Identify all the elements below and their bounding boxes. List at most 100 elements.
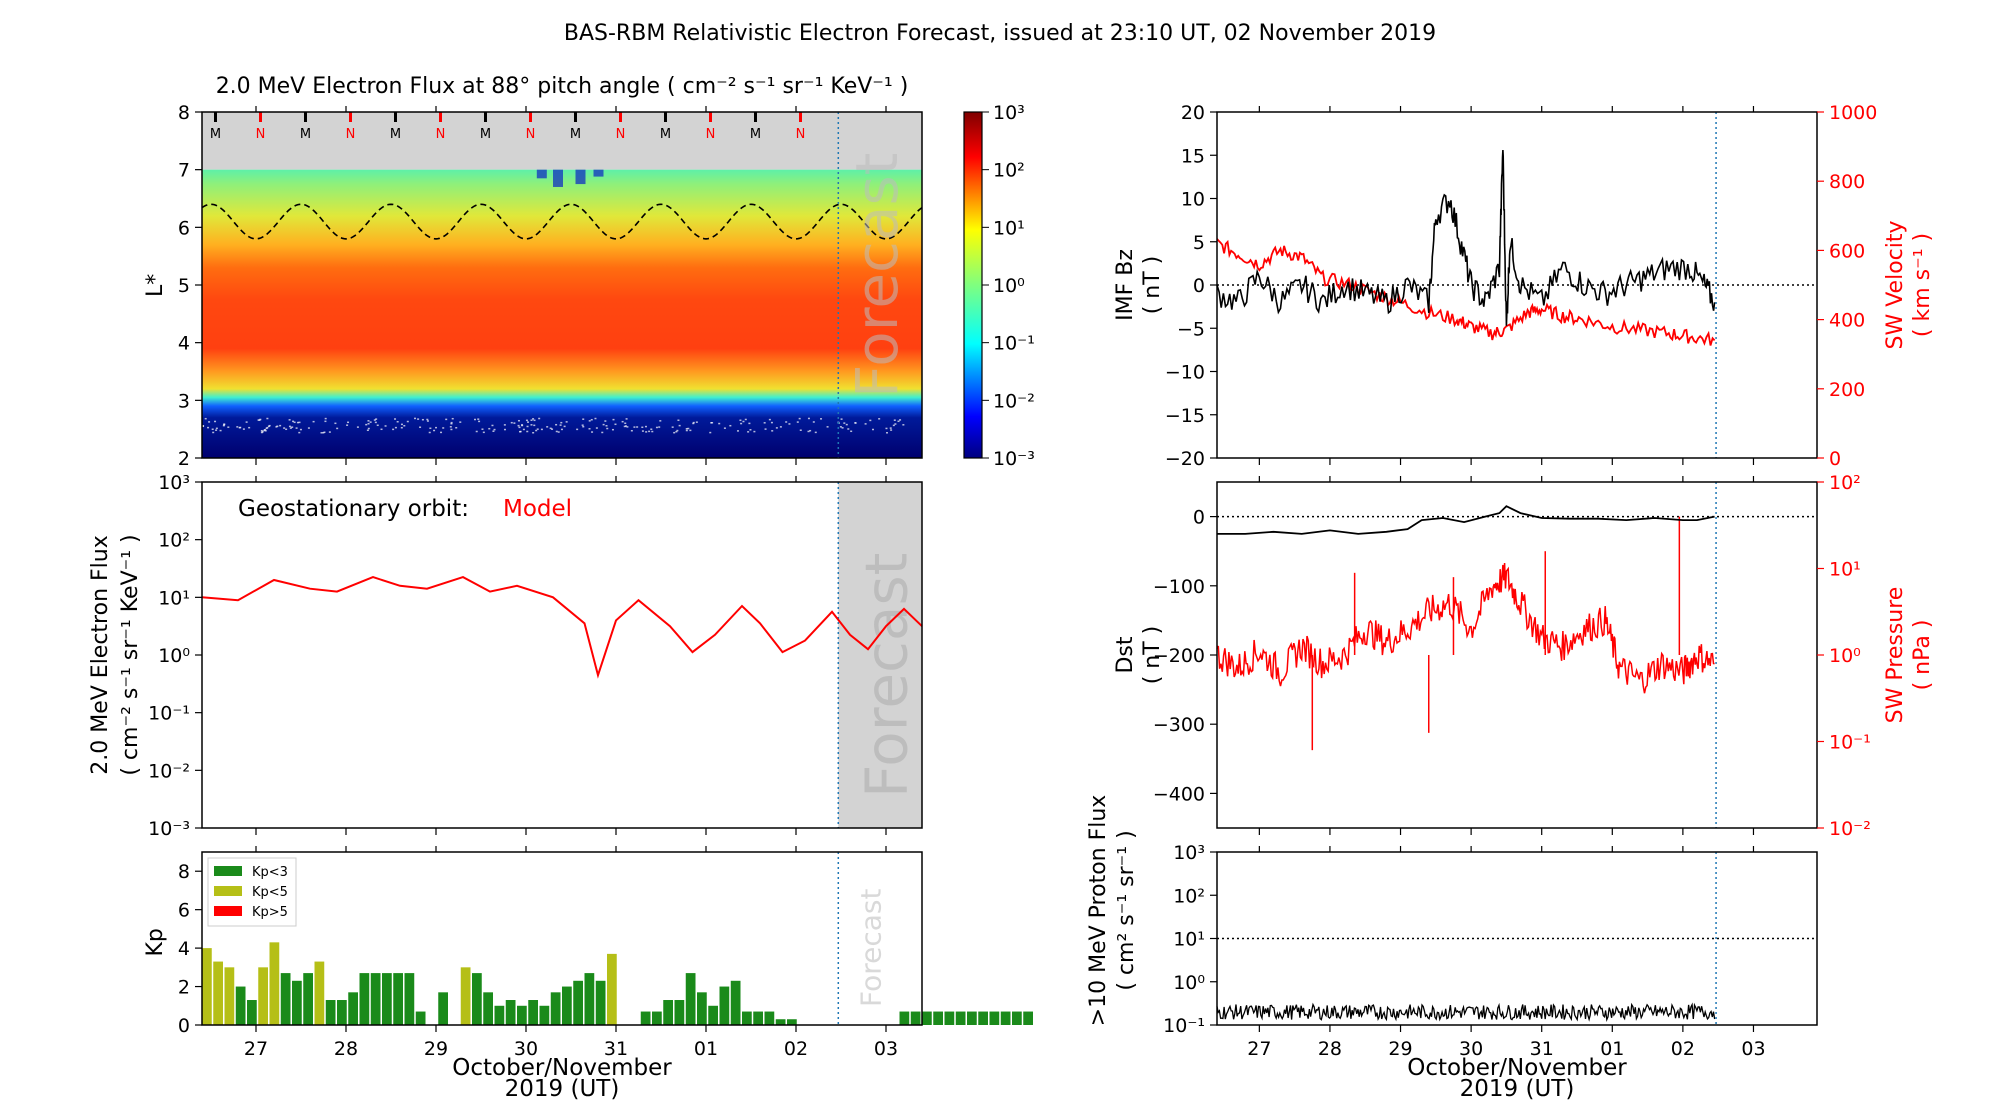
speckle <box>295 427 298 429</box>
speckle <box>546 426 549 428</box>
speckle <box>513 422 516 424</box>
speckle <box>374 421 377 424</box>
speckle <box>222 424 225 427</box>
kp-bar <box>269 942 280 1025</box>
speckle <box>854 422 857 424</box>
x-tick-label: 30 <box>1459 1038 1483 1060</box>
noon-marker: N <box>706 127 716 142</box>
kp-bar <box>775 1019 786 1025</box>
dst-ylabel-units: ( nT ) <box>1140 626 1165 685</box>
swv-ylabel: SW Velocity <box>1883 220 1908 349</box>
y-tick-label: 10³ <box>158 472 190 494</box>
speckle <box>260 429 263 432</box>
speckle <box>840 418 843 420</box>
kp-bar <box>303 973 313 1025</box>
panel-frame <box>201 851 923 1026</box>
y-tick-label: 15 <box>1181 145 1205 167</box>
speckle <box>744 418 747 421</box>
speckle <box>864 423 867 425</box>
speckle <box>588 428 591 430</box>
kp-bar <box>663 1000 673 1025</box>
speckle <box>582 425 585 428</box>
dst-line <box>1217 505 1715 535</box>
speckle <box>650 428 653 430</box>
speckle <box>530 424 533 426</box>
speckle <box>492 430 495 432</box>
speckle <box>535 429 538 432</box>
speckle <box>215 427 218 430</box>
speckle <box>283 427 286 429</box>
speckle <box>736 430 739 432</box>
speckle <box>530 419 533 421</box>
kp-bar <box>483 992 493 1025</box>
speckle <box>426 420 429 422</box>
lstar-ylabel: L* <box>143 274 168 297</box>
geo-ylabel: 2.0 MeV Electron Flux <box>88 535 113 775</box>
speckle <box>538 417 541 420</box>
speckle <box>266 417 269 420</box>
speckle <box>324 417 327 420</box>
speckle <box>428 431 431 434</box>
kp-bar <box>607 953 617 1025</box>
speckle <box>288 425 291 428</box>
lstar-title: 2.0 MeV Electron Flux at 88° pitch angle… <box>216 74 909 99</box>
speckle <box>373 419 376 421</box>
speckle <box>264 429 267 431</box>
speckle <box>641 430 644 432</box>
colorbar-tick-label: 10⁻³ <box>993 448 1035 470</box>
speckle <box>605 425 608 427</box>
speckle <box>442 427 445 429</box>
colorbar-tick-label: 10² <box>993 160 1025 182</box>
kp-bar <box>472 973 482 1025</box>
speckle <box>526 425 529 428</box>
speckle <box>367 427 370 430</box>
speckle <box>477 418 480 420</box>
speckle <box>692 422 695 425</box>
noon-marker: N <box>616 127 626 142</box>
proton-ylabel-units: ( cm² s⁻¹ sr⁻¹ ) <box>1114 830 1139 990</box>
midnight-marker: M <box>300 127 311 142</box>
speckle <box>555 430 558 433</box>
speckle <box>812 421 815 423</box>
kp-bar <box>202 948 212 1025</box>
noon-marker: N <box>346 127 356 142</box>
kp-bar <box>382 973 392 1025</box>
kp-bar <box>640 1011 651 1025</box>
x-axis-label-line2: 2019 (UT) <box>1460 1076 1575 1100</box>
kp-bar <box>1023 1011 1033 1025</box>
kp-bar <box>258 967 268 1025</box>
speckle <box>611 428 614 431</box>
speckle <box>723 427 726 429</box>
noon-marker: N <box>256 127 266 142</box>
speckle <box>893 419 896 421</box>
x-axis-label-line1: October/November <box>452 1055 672 1081</box>
x-axis-label-line2: 2019 (UT) <box>505 1076 620 1100</box>
y-tick-label: 10¹ <box>158 587 190 609</box>
speckle <box>902 424 905 426</box>
speckle <box>687 427 690 430</box>
kp-bar <box>697 992 707 1025</box>
midnight-marker: M <box>390 127 401 142</box>
y-tick-label: 6 <box>178 217 190 239</box>
speckle <box>207 426 210 429</box>
speckle <box>764 428 767 430</box>
kp-bar <box>494 1005 505 1025</box>
swv-ylabel-units: ( km s⁻¹ ) <box>1910 233 1935 337</box>
y-tick-label: 10 <box>1181 189 1205 211</box>
y-tick-label: 10⁰ <box>1829 645 1861 667</box>
colorbar-tick-label: 10¹ <box>993 217 1025 239</box>
panel-frame <box>201 481 923 829</box>
legend-swatch <box>214 886 242 896</box>
speckle <box>449 426 452 428</box>
legend-swatch <box>214 906 242 916</box>
speckle <box>491 424 494 427</box>
kp-bar <box>922 1011 932 1025</box>
kp-bar <box>652 1011 662 1025</box>
speckle <box>685 429 688 432</box>
speckle <box>695 421 698 423</box>
speckle <box>298 421 301 424</box>
x-tick-label: 02 <box>1671 1038 1695 1060</box>
y-tick-label: 10⁻² <box>148 760 190 782</box>
y-tick-label: 10⁰ <box>1173 972 1205 994</box>
speckle <box>367 420 370 422</box>
